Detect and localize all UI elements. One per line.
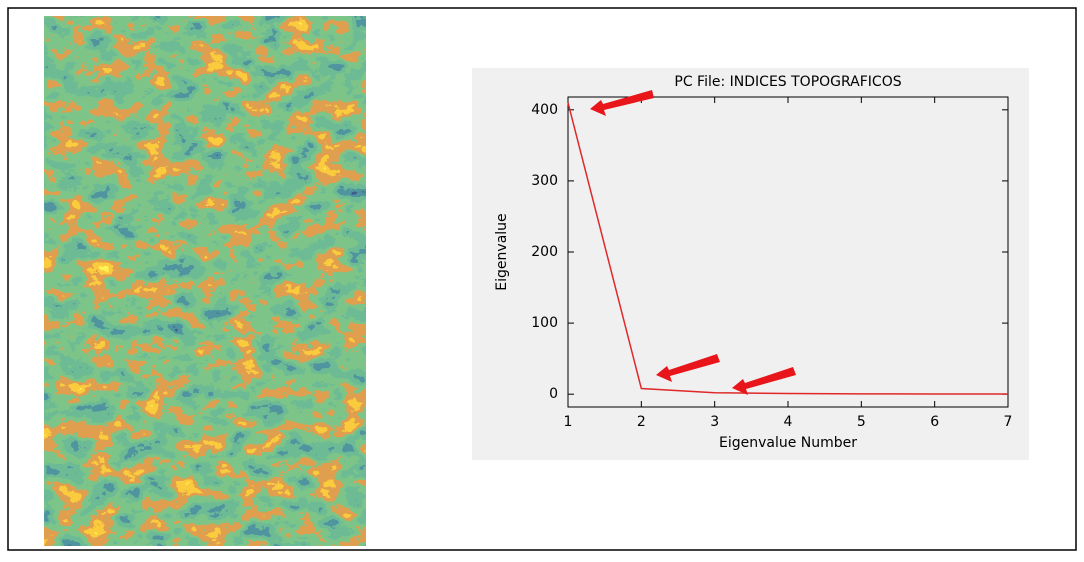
x-axis-label: Eigenvalue Number xyxy=(719,435,857,451)
frame xyxy=(7,7,1077,551)
x-tick-label: 1 xyxy=(564,414,573,430)
x-tick-label: 4 xyxy=(784,414,793,430)
y-tick-label: 200 xyxy=(531,244,558,260)
x-tick-label: 2 xyxy=(637,414,646,430)
arrows xyxy=(590,90,796,395)
y-tick-label: 0 xyxy=(549,386,558,402)
raster-image xyxy=(44,16,366,546)
data-line xyxy=(567,102,1009,395)
x-tick-label: 7 xyxy=(1004,414,1013,430)
y-axis-label: Eigenvalue xyxy=(494,213,510,290)
x-tick-label: 6 xyxy=(930,414,939,430)
plot: 0 100 200 300 400 1 2 3 4 5 6 7 xyxy=(531,97,1012,430)
arrow xyxy=(732,367,796,395)
y-tick-label: 300 xyxy=(531,173,558,189)
x-tick-label: 5 xyxy=(857,414,866,430)
y-tick-label: 400 xyxy=(531,102,558,118)
y-tick-label: 100 xyxy=(531,315,558,331)
arrow xyxy=(590,90,654,116)
chart-title: PC File: INDICES TOPOGRAFICOS xyxy=(674,74,901,90)
arrow xyxy=(656,354,720,382)
x-tick-label: 3 xyxy=(710,414,719,430)
